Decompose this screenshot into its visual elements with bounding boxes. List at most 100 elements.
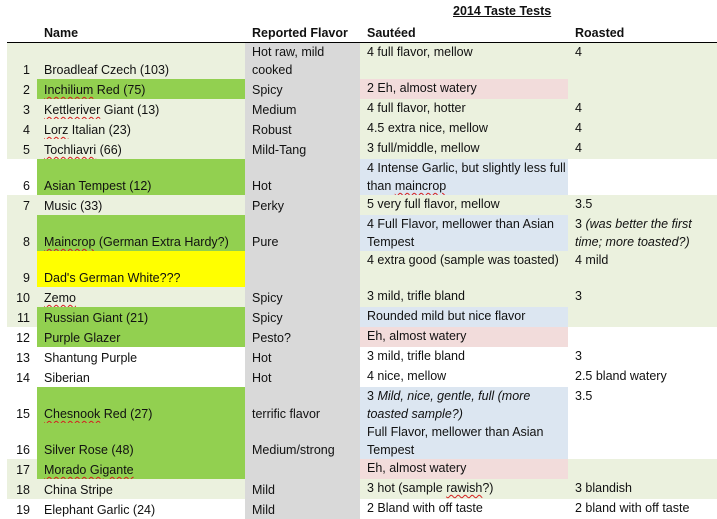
table-body: 1 Broadleaf Czech (103) Hot raw, mild cook… — [7, 42, 717, 519]
variety-name: Kettleriver Giant (13) — [37, 99, 245, 119]
header-row: Name Reported Flavor Sautéed Roasted — [7, 24, 717, 43]
variety-name: Music (33) — [37, 195, 245, 215]
sauteed-result: 3 mild, trifle bland — [360, 347, 568, 367]
row-number: 19 — [7, 499, 37, 519]
spelling-squiggle: Maincrop — [44, 235, 96, 249]
roasted-result: 4 — [568, 99, 717, 119]
table-row: 2 Inchilium Red (75) Spicy 2 Eh, almost wat… — [7, 79, 717, 99]
table-row: 18 China Stripe Mild 3 hot (sample rawish?)… — [7, 479, 717, 499]
row-number: 17 — [7, 459, 37, 479]
table-row: 12 Purple Glazer Pesto? Eh, almost watery — [7, 327, 717, 347]
roasted-result: 3.5 — [568, 387, 717, 423]
sauteed-result: 4 extra good (sample was toasted) — [360, 251, 568, 287]
table-row: 10 Zemo Spicy 3 mild, trifle bland 3 — [7, 287, 717, 307]
italic-note: Mild, nice, gentle, full (more toasted s… — [367, 389, 531, 421]
roasted-result — [568, 79, 717, 99]
table-row: 5 Tochliavri (66) Mild-Tang 3 full/middle, … — [7, 139, 717, 159]
table-row: 13 Shantung Purple Hot 3 mild, trifle bland… — [7, 347, 717, 367]
roasted-result: 3 — [568, 347, 717, 367]
table-row: 6 Asian Tempest (12) Hot 4 Intense Garlic, … — [7, 159, 717, 195]
roasted-result: 4 — [568, 119, 717, 139]
header-flavor: Reported Flavor — [245, 24, 360, 43]
reported-flavor: Spicy — [245, 287, 360, 307]
variety-name: Purple Glazer — [37, 327, 245, 347]
reported-flavor: Hot — [245, 367, 360, 387]
row-number: 8 — [7, 215, 37, 251]
roasted-result: 3 — [568, 287, 717, 307]
spelling-squiggle: Lorz — [44, 123, 69, 137]
sauteed-result: 4 full flavor, hotter — [360, 99, 568, 119]
roasted-result — [568, 159, 717, 195]
reported-flavor — [245, 251, 360, 287]
sauteed-result: Eh, almost watery — [360, 327, 568, 347]
sauteed-result: 2 Bland with off taste — [360, 499, 568, 519]
variety-name: Lorz Italian (23) — [37, 119, 245, 139]
roasted-result: 4 — [568, 42, 717, 79]
variety-name: Morado Gigante — [37, 459, 245, 479]
sauteed-result: 2 Eh, almost watery — [360, 79, 568, 99]
row-number: 7 — [7, 195, 37, 215]
row-number: 1 — [7, 42, 37, 79]
reported-flavor: Mild — [245, 499, 360, 519]
sauteed-result: 4 nice, mellow — [360, 367, 568, 387]
roasted-result: 2.5 bland watery — [568, 367, 717, 387]
reported-flavor: Mild-Tang — [245, 139, 360, 159]
roasted-result — [568, 327, 717, 347]
reported-flavor: Mild — [245, 479, 360, 499]
roasted-result: 4 — [568, 139, 717, 159]
sauteed-result: 4 Intense Garlic, but slightly less full… — [360, 159, 568, 195]
roasted-result: 4 mild — [568, 251, 717, 287]
reported-flavor: Perky — [245, 195, 360, 215]
table-row: 17 Morado Gigante Eh, almost watery — [7, 459, 717, 479]
variety-name: Russian Giant (21) — [37, 307, 245, 327]
header-roasted: Roasted — [568, 24, 717, 43]
reported-flavor: Spicy — [245, 307, 360, 327]
table-row: 11 Russian Giant (21) Spicy Rounded mild bu… — [7, 307, 717, 327]
roasted-result: 3 blandish — [568, 479, 717, 499]
reported-flavor: Hot — [245, 159, 360, 195]
table-row: 3 Kettleriver Giant (13) Medium 4 full flav… — [7, 99, 717, 119]
reported-flavor: Medium — [245, 99, 360, 119]
reported-flavor — [245, 459, 360, 479]
sauteed-result: 3 Mild, nice, gentle, full (more toasted… — [360, 387, 568, 423]
sauteed-result: Eh, almost watery — [360, 459, 568, 479]
variety-name: Inchilium Red (75) — [37, 79, 245, 99]
table-row: 16 Silver Rose (48) Medium/strong Full Flav… — [7, 423, 717, 459]
reported-flavor: Hot raw, mild cooked — [245, 42, 360, 79]
table-row: 4 Lorz Italian (23) Robust 4.5 extra nice, … — [7, 119, 717, 139]
reported-flavor: Pure — [245, 215, 360, 251]
variety-name: Maincrop (German Extra Hardy?) — [37, 215, 245, 251]
header-name: Name — [37, 24, 245, 43]
sauteed-result: Full Flavor, mellower than Asian Tempest — [360, 423, 568, 459]
spelling-squiggle: Inchilium — [44, 83, 94, 97]
variety-name: China Stripe — [37, 479, 245, 499]
reported-flavor: terrific flavor — [245, 387, 360, 423]
table-row: 9 Dad's German White??? 4 extra good (samp… — [7, 251, 717, 287]
roasted-result — [568, 459, 717, 479]
row-number: 3 — [7, 99, 37, 119]
spelling-squiggle: maincrop — [394, 179, 447, 193]
row-number: 2 — [7, 79, 37, 99]
roasted-result — [568, 307, 717, 327]
roasted-result: 2 bland with off taste — [568, 499, 717, 519]
spelling-squiggle: Kettleriver — [44, 103, 101, 117]
variety-name: Zemo — [37, 287, 245, 307]
roasted-result — [568, 423, 717, 459]
row-number: 18 — [7, 479, 37, 499]
row-number: 6 — [7, 159, 37, 195]
variety-name: Asian Tempest (12) — [37, 159, 245, 195]
sauteed-result: 4 Full Flavor, mellower than Asian Tempe… — [360, 215, 568, 251]
header-sauteed: Sautéed — [360, 24, 568, 43]
sauteed-result: 3 hot (sample rawish?) — [360, 479, 568, 499]
table-row: 19 Elephant Garlic (24) Mild 2 Bland with o… — [7, 499, 717, 519]
reported-flavor: Pesto? — [245, 327, 360, 347]
sauteed-result: 3 mild, trifle bland — [360, 287, 568, 307]
italic-note: (was better the first time; more toasted… — [575, 217, 692, 249]
spelling-squiggle: Tochliavri — [44, 143, 97, 157]
header-num — [7, 24, 37, 43]
row-number: 14 — [7, 367, 37, 387]
variety-name: Tochliavri (66) — [37, 139, 245, 159]
variety-name: Dad's German White??? — [37, 251, 245, 287]
spelling-squiggle: Zemo — [44, 291, 76, 305]
row-number: 11 — [7, 307, 37, 327]
